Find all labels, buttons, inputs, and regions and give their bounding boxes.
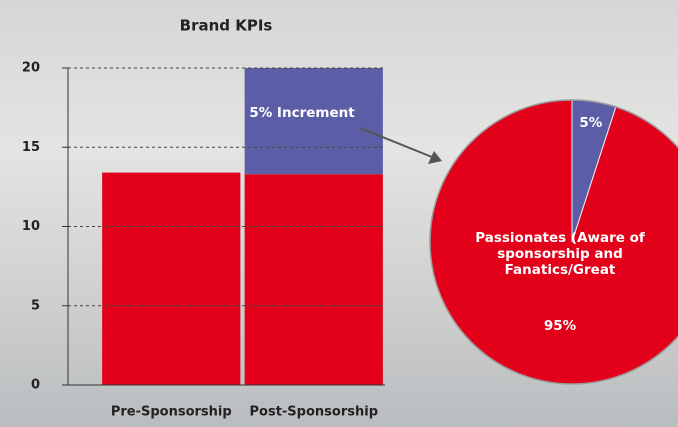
arrow-head — [428, 151, 442, 164]
x-tick-label: Pre-Sponsorship — [111, 405, 232, 420]
value-label: 5% — [579, 114, 603, 131]
bar-segment — [244, 174, 383, 385]
x-tick-label: Post-Sponsorship — [250, 405, 379, 420]
y-tick-label: 0 — [31, 378, 40, 393]
bar-segment — [244, 68, 383, 175]
arrow — [359, 127, 433, 158]
pie-outline — [429, 99, 678, 385]
y-tick-label: 20 — [22, 61, 40, 76]
y-tick-label: 5 — [31, 298, 40, 313]
chart-title: Brand KPIs — [180, 17, 273, 35]
y-tick-label: 15 — [22, 140, 40, 155]
value-label: 95% — [543, 318, 577, 334]
slice-label: Passionates (Aware of sponsorship and Fa… — [475, 230, 645, 278]
annotation: 5% Increment — [249, 105, 355, 121]
y-tick-label: 10 — [22, 219, 40, 234]
bar-segment — [102, 172, 241, 385]
